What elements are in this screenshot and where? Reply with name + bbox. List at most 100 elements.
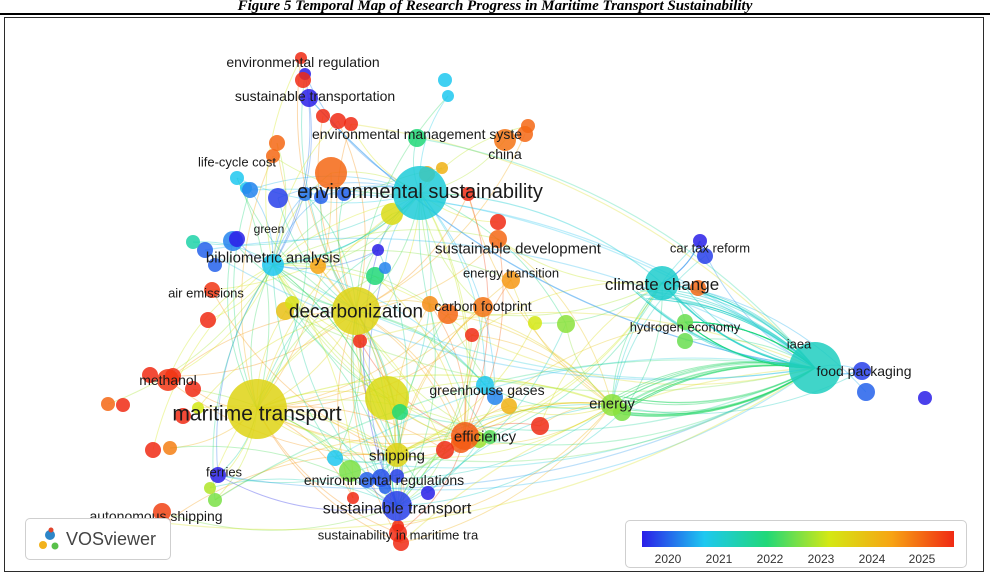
keyword-label[interactable]: food packaging bbox=[817, 363, 912, 379]
keyword-node[interactable] bbox=[693, 234, 707, 248]
keyword-node[interactable] bbox=[385, 443, 409, 467]
keyword-node[interactable] bbox=[300, 89, 318, 107]
keyword-node[interactable] bbox=[229, 231, 245, 247]
cluster-node[interactable] bbox=[528, 316, 542, 330]
keyword-node[interactable] bbox=[204, 282, 220, 298]
cluster-node[interactable] bbox=[918, 391, 932, 405]
keyword-node[interactable] bbox=[372, 469, 390, 487]
keyword-node[interactable] bbox=[210, 467, 226, 483]
cluster-node[interactable] bbox=[436, 162, 448, 174]
cluster-node[interactable] bbox=[186, 235, 200, 249]
keyword-label[interactable]: methanol bbox=[139, 372, 197, 388]
cluster-node[interactable] bbox=[501, 398, 517, 414]
cluster-node[interactable] bbox=[314, 190, 328, 204]
keyword-label[interactable]: hydrogen economy bbox=[630, 320, 741, 335]
cluster-node[interactable] bbox=[200, 312, 216, 328]
keyword-node[interactable] bbox=[242, 182, 258, 198]
keyword-node[interactable] bbox=[451, 422, 479, 450]
keyword-label[interactable]: maritime transport bbox=[172, 402, 341, 425]
keyword-node[interactable] bbox=[601, 394, 623, 416]
cluster-node[interactable] bbox=[857, 383, 875, 401]
cluster-node[interactable] bbox=[175, 408, 191, 424]
cluster-node[interactable] bbox=[422, 296, 438, 312]
cluster-node[interactable] bbox=[208, 493, 222, 507]
keyword-node[interactable] bbox=[494, 129, 516, 151]
cluster-node[interactable] bbox=[353, 334, 367, 348]
cluster-node[interactable] bbox=[145, 442, 161, 458]
keyword-label[interactable]: sustainable development bbox=[435, 240, 602, 257]
cluster-node[interactable] bbox=[392, 404, 408, 420]
cluster-node[interactable] bbox=[101, 397, 115, 411]
keyword-node[interactable] bbox=[157, 369, 179, 391]
keyword-node[interactable] bbox=[677, 314, 693, 330]
cluster-node[interactable] bbox=[295, 52, 307, 64]
keyword-node[interactable] bbox=[262, 254, 284, 276]
keyword-label[interactable]: sustainable transportation bbox=[235, 88, 395, 104]
keyword-node[interactable] bbox=[645, 266, 679, 300]
overlay-network-map[interactable]: environmental regulation sustainable tran… bbox=[5, 18, 983, 571]
cluster-node[interactable] bbox=[465, 328, 479, 342]
keyword-node[interactable] bbox=[332, 287, 380, 335]
cluster-node[interactable] bbox=[677, 333, 693, 349]
keyword-label[interactable]: green bbox=[254, 222, 285, 236]
keyword-label[interactable]: sustainable transport bbox=[323, 501, 472, 518]
keyword-node[interactable] bbox=[853, 362, 871, 380]
keyword-node[interactable] bbox=[408, 129, 426, 147]
keyword-label[interactable]: greenhouse gases bbox=[429, 382, 544, 398]
keyword-node[interactable] bbox=[502, 271, 520, 289]
cluster-node[interactable] bbox=[381, 203, 403, 225]
cluster-node[interactable] bbox=[521, 119, 535, 133]
keyword-label[interactable]: ferries bbox=[206, 465, 243, 480]
keyword-node[interactable] bbox=[789, 342, 841, 394]
cluster-node[interactable] bbox=[461, 187, 475, 201]
cluster-node[interactable] bbox=[298, 187, 312, 201]
cluster-node[interactable] bbox=[690, 280, 706, 296]
cluster-node[interactable] bbox=[204, 482, 216, 494]
keyword-node[interactable] bbox=[382, 491, 412, 521]
cluster-node[interactable] bbox=[192, 402, 204, 414]
cluster-node[interactable] bbox=[268, 188, 288, 208]
keyword-label[interactable]: environmental sustainability bbox=[297, 181, 543, 203]
cluster-node[interactable] bbox=[327, 450, 343, 466]
cluster-node[interactable] bbox=[490, 214, 506, 230]
cluster-node[interactable] bbox=[208, 258, 222, 272]
keyword-node[interactable] bbox=[489, 230, 507, 248]
cluster-node[interactable] bbox=[442, 90, 454, 102]
keyword-label[interactable]: energy transition bbox=[463, 266, 559, 281]
cluster-node[interactable] bbox=[310, 258, 326, 274]
keyword-label[interactable]: shipping bbox=[369, 447, 425, 464]
keyword-node[interactable] bbox=[389, 524, 407, 542]
keyword-label[interactable]: climate change bbox=[605, 275, 719, 294]
cluster-node[interactable] bbox=[285, 296, 299, 310]
cluster-node[interactable] bbox=[230, 171, 244, 185]
cluster-node[interactable] bbox=[557, 315, 575, 333]
cluster-node[interactable] bbox=[438, 73, 452, 87]
cluster-node[interactable] bbox=[697, 248, 713, 264]
cluster-node[interactable] bbox=[372, 244, 384, 256]
cluster-node[interactable] bbox=[337, 187, 351, 201]
cluster-node[interactable] bbox=[315, 157, 347, 189]
cluster-node[interactable] bbox=[438, 304, 458, 324]
cluster-node[interactable] bbox=[316, 109, 330, 123]
cluster-node[interactable] bbox=[487, 389, 503, 405]
cluster-node[interactable] bbox=[339, 460, 361, 482]
cluster-node[interactable] bbox=[330, 113, 346, 129]
keyword-label[interactable]: environmental regulation bbox=[226, 54, 379, 70]
cluster-node[interactable] bbox=[347, 492, 359, 504]
cluster-node[interactable] bbox=[531, 417, 549, 435]
keyword-label[interactable]: environmental management syste bbox=[312, 126, 522, 142]
keyword-node[interactable] bbox=[476, 376, 494, 394]
keyword-node[interactable] bbox=[393, 166, 447, 220]
cluster-node[interactable] bbox=[483, 430, 497, 444]
cluster-node[interactable] bbox=[197, 242, 213, 258]
keyword-label[interactable]: car tax reform bbox=[670, 241, 750, 256]
cluster-node[interactable] bbox=[163, 441, 177, 455]
cluster-node[interactable] bbox=[266, 149, 280, 163]
keyword-node[interactable] bbox=[473, 297, 493, 317]
keyword-node[interactable] bbox=[295, 72, 311, 88]
keyword-label[interactable]: energy bbox=[589, 395, 635, 412]
cluster-node[interactable] bbox=[366, 267, 384, 285]
keyword-label[interactable]: sustainability in maritime tra bbox=[318, 528, 479, 543]
cluster-node[interactable] bbox=[421, 486, 435, 500]
keyword-label[interactable]: iaea bbox=[787, 337, 812, 352]
